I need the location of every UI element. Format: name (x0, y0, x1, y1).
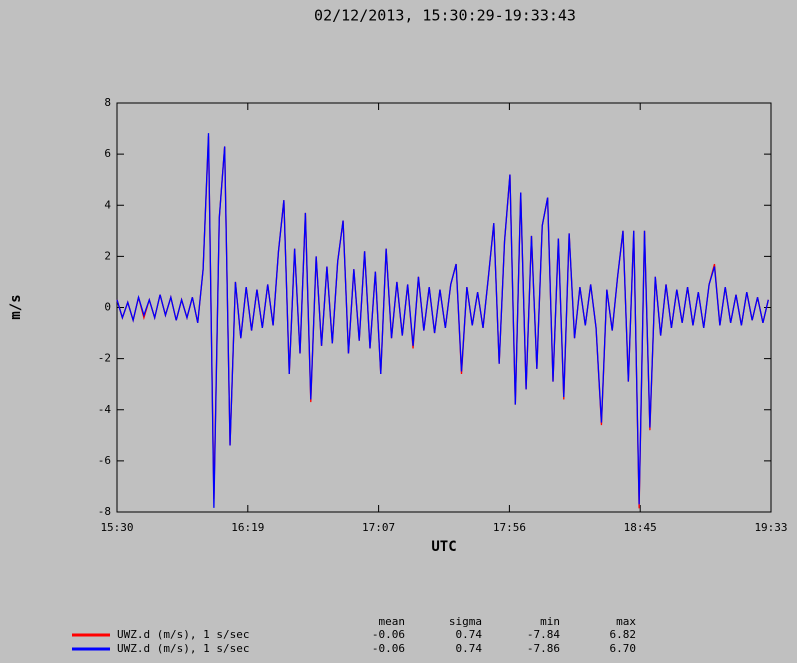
y-tick-label: -4 (98, 403, 112, 416)
stats-value: 0.74 (456, 642, 483, 655)
y-tick-label: 6 (104, 147, 111, 160)
stats-header: sigma (449, 615, 482, 628)
x-tick-label: 16:19 (231, 521, 264, 534)
x-tick-label: 18:45 (624, 521, 657, 534)
x-tick-label: 17:07 (362, 521, 395, 534)
y-tick-label: 2 (104, 249, 111, 262)
stats-value: 0.74 (456, 628, 483, 641)
stats-header: max (616, 615, 636, 628)
x-axis-label: UTC (431, 539, 456, 555)
y-tick-label: -2 (98, 352, 111, 365)
y-tick-label: 0 (104, 301, 111, 314)
x-tick-label: 15:30 (100, 521, 133, 534)
stats-header: mean (379, 615, 406, 628)
stats-value: 6.82 (610, 628, 637, 641)
stats-value: -7.84 (527, 628, 560, 641)
y-tick-label: -6 (98, 454, 111, 467)
y-tick-label: -8 (98, 505, 111, 518)
y-axis-label: m/s (8, 294, 24, 319)
legend-label: UWZ.d (m/s), 1 s/sec (117, 642, 249, 655)
stats-value: 6.70 (610, 642, 637, 655)
legend-label: UWZ.d (m/s), 1 s/sec (117, 628, 249, 641)
chart-title: 02/12/2013, 15:30:29-19:33:43 (314, 7, 576, 25)
stats-value: -0.06 (372, 628, 405, 641)
stats-header: min (540, 615, 560, 628)
x-tick-label: 19:33 (754, 521, 787, 534)
stats-value: -7.86 (527, 642, 560, 655)
x-tick-label: 17:56 (493, 521, 526, 534)
data-line (116, 133, 769, 508)
y-tick-label: 8 (104, 96, 111, 109)
stats-value: -0.06 (372, 642, 405, 655)
y-tick-label: 4 (104, 198, 111, 211)
